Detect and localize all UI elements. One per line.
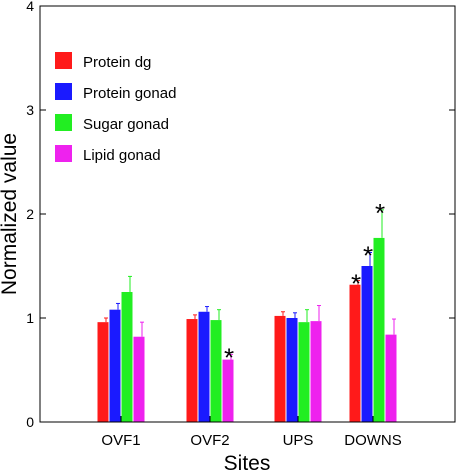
significance-marker: *: [351, 269, 361, 299]
bar: [349, 284, 361, 422]
x-tick-label: OVF1: [101, 432, 140, 449]
bar: [210, 320, 222, 422]
x-tick-label: DOWNS: [344, 432, 402, 449]
legend-swatch: [55, 52, 72, 69]
bar: [361, 266, 373, 422]
error-bars-layer: [104, 209, 396, 360]
bar: [133, 336, 145, 422]
bar: [298, 322, 310, 422]
y-tick-label: 2: [26, 206, 34, 222]
legend: Protein dg Protein gonad Sugar gonad Lipid …: [55, 52, 176, 164]
legend-label: Sugar gonad: [83, 116, 169, 133]
legend-label: Lipid gonad: [83, 147, 161, 164]
bar: [186, 319, 198, 422]
y-axis-title: Normalized value: [0, 133, 21, 295]
y-tick-label: 0: [26, 414, 34, 430]
legend-swatch: [55, 114, 72, 131]
legend-swatch: [55, 83, 72, 100]
bar: [109, 309, 121, 422]
bar: [97, 322, 109, 422]
bar: [385, 334, 397, 422]
y-tick-label: 3: [26, 102, 34, 118]
x-axis-ticks: OVF1 OVF2 UPS DOWNS: [101, 416, 402, 449]
y-tick-label: 1: [26, 310, 34, 326]
y-tick-label: 4: [26, 0, 34, 14]
significance-marker: *: [363, 240, 373, 270]
bar: [198, 311, 210, 422]
x-tick-label: UPS: [283, 432, 314, 449]
bar: [121, 292, 133, 422]
legend-swatch: [55, 145, 72, 162]
bars-layer: [97, 237, 397, 422]
legend-label: Protein dg: [83, 54, 151, 71]
significance-markers-layer: ****: [224, 198, 385, 373]
bar: [222, 359, 234, 422]
bar: [274, 315, 286, 422]
bar: [286, 318, 298, 422]
bar: [310, 321, 322, 422]
y-axis-ticks: 0 1 2 3 4: [26, 0, 455, 430]
bar: [373, 237, 385, 422]
significance-marker: *: [224, 342, 234, 372]
x-axis-title: Sites: [224, 452, 271, 473]
legend-label: Protein gonad: [83, 85, 176, 102]
x-tick-label: OVF2: [190, 432, 229, 449]
significance-marker: *: [375, 198, 385, 228]
